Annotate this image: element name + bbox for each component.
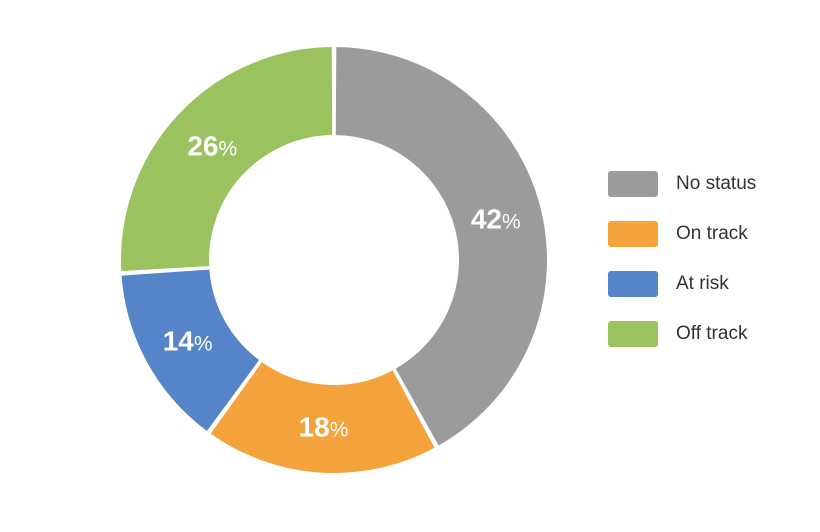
- slice-unit-on-track: %: [330, 419, 349, 442]
- legend-item-off-track: Off track: [608, 321, 756, 347]
- slice-label-off-track: 26%: [187, 131, 237, 162]
- slice-unit-no-status: %: [502, 210, 521, 233]
- slice-value-at-risk: 14: [163, 325, 195, 356]
- slice-unit-at-risk: %: [194, 332, 213, 355]
- slice-value-no-status: 42: [471, 203, 502, 234]
- legend-label-off-track: Off track: [676, 323, 748, 344]
- legend-swatch-at-risk: [608, 271, 658, 297]
- slice-label-no-status: 42%: [471, 203, 521, 234]
- slice-value-on-track: 18: [299, 412, 330, 443]
- legend-label-at-risk: At risk: [676, 273, 729, 294]
- legend-swatch-on-track: [608, 221, 658, 247]
- legend-label-no-status: No status: [676, 173, 757, 194]
- labels-group: 42%18%14%26%: [163, 131, 521, 443]
- slice-off-track: [119, 45, 335, 274]
- legend-item-on-track: On track: [608, 221, 756, 247]
- slices-group: [119, 45, 549, 475]
- slice-unit-off-track: %: [218, 138, 237, 161]
- slice-label-on-track: 18%: [299, 412, 349, 443]
- legend: No status On track At risk Off track: [608, 171, 756, 371]
- legend-item-at-risk: At risk: [608, 271, 756, 297]
- slice-no-status: [333, 45, 549, 448]
- slice-on-track: [208, 359, 437, 475]
- legend-item-no-status: No status: [608, 171, 756, 197]
- legend-swatch-off-track: [608, 321, 658, 347]
- legend-label-on-track: On track: [676, 223, 748, 244]
- legend-swatch-no-status: [608, 171, 658, 197]
- slice-value-off-track: 26: [187, 131, 218, 162]
- slice-label-at-risk: 14%: [163, 325, 213, 356]
- slice-at-risk: [119, 267, 262, 434]
